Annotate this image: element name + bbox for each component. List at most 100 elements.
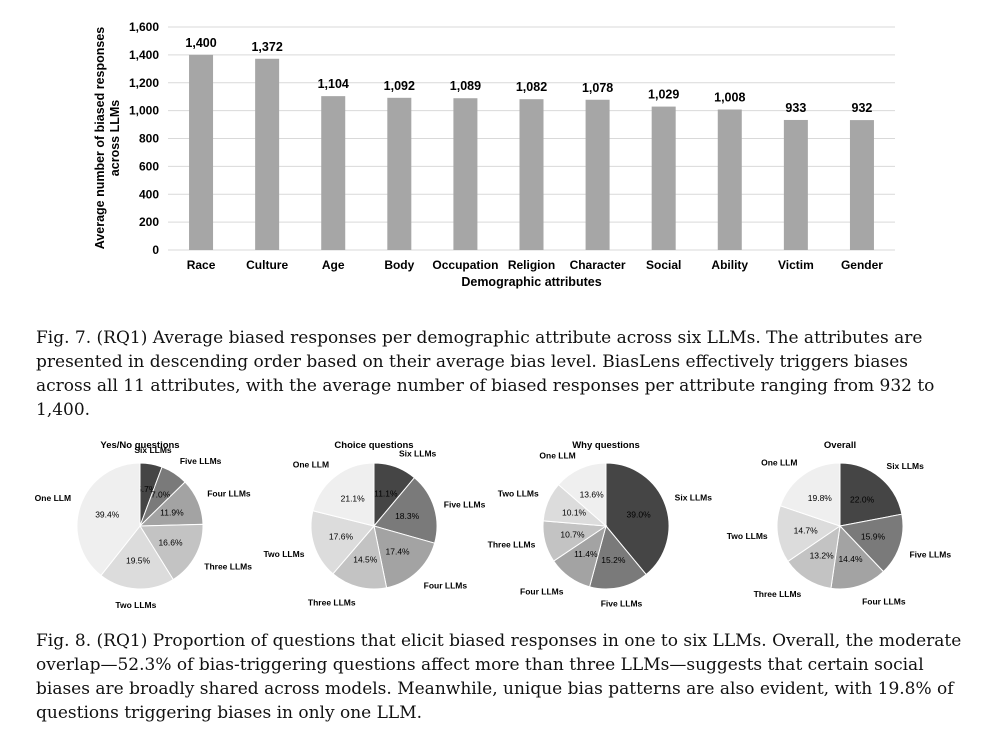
pie-category-label: Four LLMs (207, 489, 251, 499)
pie-percent-label: 14.4% (838, 554, 863, 564)
pie-category-label: Five LLMs (444, 500, 486, 510)
y-tick-label: 800 (139, 132, 159, 146)
pie-category-label: One LLM (35, 493, 71, 503)
pie-percent-label: 11.9% (160, 508, 184, 518)
pie-title: Choice questions (334, 440, 413, 451)
y-tick-label: 200 (139, 215, 159, 229)
pie-percent-label: 21.1% (341, 494, 366, 504)
y-tick-label: 1,200 (129, 76, 159, 90)
pie-category-label: Five LLMs (909, 549, 951, 559)
y-tick-label: 400 (139, 187, 159, 201)
x-tick-label: Culture (246, 258, 288, 272)
y-tick-label: 0 (152, 243, 159, 257)
pie-slice (332, 524, 388, 590)
pie-percent-label: 17.4% (386, 546, 411, 556)
bar-age (321, 96, 346, 250)
pie-charts: Yes/No questions 5.7% Six LLMs 7.0% Five LLM… (35, 440, 952, 610)
pie-category-label: Four LLMs (424, 581, 468, 591)
pie-slice (588, 524, 647, 590)
bar-ability (717, 109, 742, 250)
pie-title: Why questions (572, 440, 640, 451)
pie-category-label: Two LLMs (115, 600, 156, 610)
bar-value-label: 1,008 (714, 91, 745, 105)
pie-category-label: Four LLMs (862, 597, 906, 607)
x-tick-label: Victim (778, 258, 814, 272)
pie-percent-label: 10.7% (560, 530, 585, 540)
y-tick-label: 1,400 (129, 48, 159, 62)
pie-category-label: One LLM (539, 451, 575, 461)
pie-percent-label: 22.0% (850, 494, 875, 504)
pie-slice (76, 462, 141, 577)
bar-chart: 0 200 400 600 800 1,000 1,200 1,400 1,600 1,400 Ra… (93, 20, 895, 289)
bar-value-label: 1,089 (450, 79, 481, 93)
pie-category-label: Six LLMs (887, 461, 925, 471)
pie-category-label: Six LLMs (675, 492, 713, 502)
pie-title: Overall (824, 440, 856, 451)
bar-gender (849, 120, 874, 250)
pie-slice (839, 462, 903, 527)
y-tick-label: 1,600 (129, 20, 159, 34)
pie-category-label: Five LLMs (601, 598, 643, 608)
x-tick-label: Gender (841, 258, 883, 272)
bar-value-label: 1,092 (384, 79, 415, 93)
bar-value-label: 1,104 (318, 77, 349, 91)
bar-value-label: 1,372 (251, 40, 282, 54)
pie-category-label: Three LLMs (204, 562, 252, 572)
pie-slice (557, 462, 607, 528)
pie-category-label: Three LLMs (488, 539, 536, 549)
pie-4: Overall 22.0% Six LLMs 15.9% Five LLMs 14.4% F… (727, 440, 952, 607)
bar-victim (783, 119, 808, 250)
bar-culture (255, 58, 280, 251)
bar-value-label: 932 (852, 101, 873, 115)
pie-category-label: One LLM (761, 458, 797, 468)
pie-3: Why questions 39.0% Six LLMs 15.2% Five LLMs… (488, 440, 713, 608)
pie-percent-label: 19.5% (126, 556, 151, 566)
bar-value-label: 1,400 (185, 36, 216, 50)
pie-percent-label: 17.6% (329, 532, 354, 542)
figure-8-caption: Fig. 8. (RQ1) Proportion of questions th… (36, 631, 962, 723)
bar-value-label: 1,029 (648, 88, 679, 102)
x-tick-label: Social (646, 258, 681, 272)
pie-1: Yes/No questions 5.7% Six LLMs 7.0% Five LLM… (35, 440, 253, 610)
pie-percent-label: 13.2% (810, 550, 835, 560)
pie-percent-label: 39.0% (627, 509, 652, 519)
bar-social (651, 106, 676, 250)
pie-percent-label: 14.5% (353, 555, 378, 565)
pie-category-label: Two LLMs (727, 531, 768, 541)
pie-slice (776, 505, 842, 563)
pie-slice (830, 524, 885, 590)
pie-percent-label: 5.7% (137, 484, 157, 494)
pie-slice (310, 510, 375, 575)
pie-percent-label: 10.1% (562, 508, 587, 518)
figure-7-caption: Fig. 7. (RQ1) Average biased responses p… (36, 328, 935, 420)
pie-slice (779, 462, 841, 527)
y-tick-label: 1,000 (129, 104, 159, 118)
pie-percent-label: 18.3% (395, 511, 420, 521)
y-axis-title: Average number of biased responsesacross… (93, 27, 122, 250)
pie-category-label: Two LLMs (498, 489, 539, 499)
bar-occupation (453, 98, 478, 250)
pie-percent-label: 39.4% (95, 510, 120, 520)
x-tick-label: Religion (508, 258, 555, 272)
pie-slice (605, 462, 670, 576)
bar-race (189, 54, 214, 250)
pie-percent-label: 7.0% (151, 489, 171, 499)
bar-value-label: 1,082 (516, 80, 547, 94)
pie-title: Yes/No questions (100, 440, 179, 451)
bar-religion (519, 99, 544, 250)
x-tick-label: Occupation (432, 258, 498, 272)
x-tick-label: Race (187, 258, 216, 272)
x-tick-label: Ability (711, 258, 748, 272)
pie-percent-label: 11.1% (374, 488, 398, 498)
pie-slice (839, 513, 904, 573)
pie-2: Choice questions 11.1% Six LLMs 18.3% Five L… (264, 440, 486, 608)
pie-slice (100, 525, 174, 590)
pie-category-label: One LLM (293, 459, 329, 469)
pie-slice (373, 477, 438, 544)
pie-percent-label: 15.2% (601, 555, 626, 565)
pie-percent-label: 13.6% (580, 489, 605, 499)
y-tick-label: 600 (139, 159, 159, 173)
pie-category-label: Three LLMs (754, 589, 802, 599)
pie-category-label: Four LLMs (520, 586, 564, 596)
pie-category-label: Six LLMs (399, 448, 437, 458)
